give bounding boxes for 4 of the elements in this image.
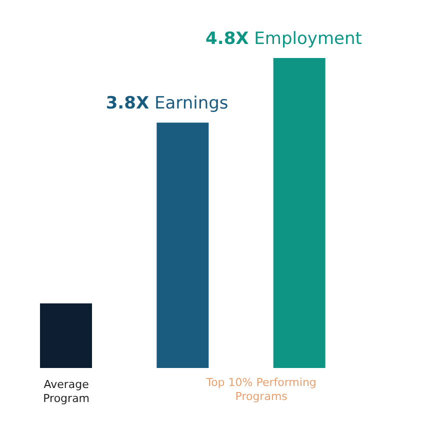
- x-tick-label: Average Program: [43, 378, 90, 405]
- data-label: 3.8X Earnings: [106, 94, 228, 114]
- data-label: 4.8X Employment: [206, 29, 362, 49]
- text: Top 10% Performing Programs: [205, 376, 318, 404]
